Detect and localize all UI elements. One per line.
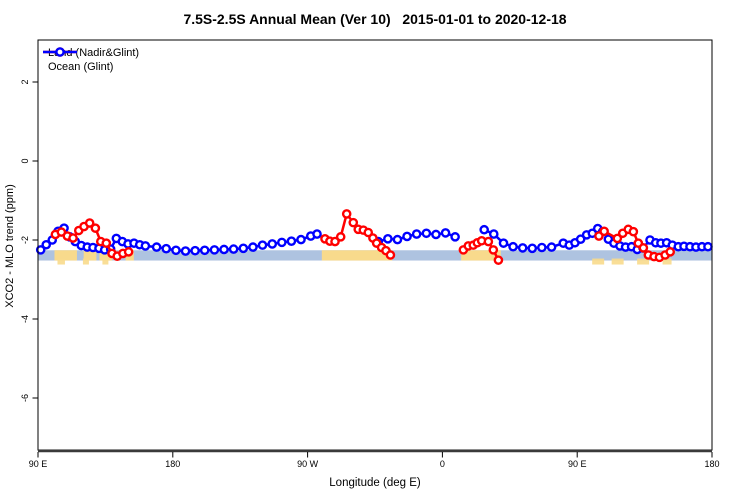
- island-speck: [637, 258, 650, 265]
- ocean-point: [257, 240, 268, 250]
- ocean-point: [537, 242, 547, 253]
- x-tick-label: 90 W: [297, 459, 319, 469]
- ocean-point: [296, 234, 306, 245]
- ocean-point: [277, 237, 287, 248]
- x-axis-label: Longitude (deg E): [329, 477, 421, 489]
- land-strip-segment: [54, 250, 77, 261]
- legend-row-ocean: Ocean (Glint): [41, 47, 139, 74]
- ocean-point: [498, 238, 509, 248]
- ocean-legend-marker-icon: [43, 47, 77, 57]
- ocean-point: [517, 243, 528, 253]
- ocean-point: [140, 241, 151, 251]
- y-tick-label: -6: [20, 394, 30, 402]
- ocean-point: [161, 243, 172, 254]
- y-tick-label: -4: [20, 315, 30, 323]
- island-speck: [611, 258, 624, 265]
- ocean-point: [41, 239, 52, 250]
- land-point: [330, 236, 340, 247]
- island-speck: [662, 258, 672, 265]
- land-point: [638, 243, 649, 253]
- ocean-point: [411, 229, 422, 239]
- x-tick-label: 90 E: [568, 459, 587, 469]
- land-point: [488, 245, 499, 255]
- ocean-point: [238, 243, 249, 254]
- ocean-point: [488, 229, 499, 239]
- island-speck: [57, 258, 65, 265]
- y-tick-label: -2: [20, 236, 30, 244]
- ocean-point: [267, 239, 278, 249]
- ocean-point: [171, 245, 181, 256]
- land-strip-segment: [83, 250, 97, 261]
- land-point: [341, 209, 352, 219]
- ocean-point: [392, 234, 403, 245]
- ocean-point: [431, 229, 441, 240]
- land-point: [628, 226, 639, 237]
- land-point: [90, 223, 101, 233]
- land-point: [335, 232, 346, 242]
- ocean-point: [402, 231, 412, 242]
- ocean-point: [383, 234, 393, 244]
- ocean-point: [440, 228, 451, 238]
- x-tick-label: 180: [704, 459, 719, 469]
- land-point: [612, 233, 623, 244]
- ocean-point: [286, 236, 297, 246]
- island-speck: [592, 258, 605, 265]
- ocean-point: [479, 224, 489, 235]
- land-point: [599, 226, 609, 237]
- ocean-point: [35, 245, 46, 255]
- land-point: [385, 250, 396, 260]
- ocean-point: [199, 245, 210, 256]
- ocean-point: [228, 244, 239, 254]
- land-point: [84, 218, 95, 228]
- ocean-point: [180, 246, 191, 256]
- ocean-point: [151, 242, 162, 252]
- ocean-point: [248, 242, 258, 252]
- y-axis-label: XCO2 - MLO trend (ppm): [4, 184, 16, 308]
- ocean-point: [546, 242, 557, 252]
- ocean-point: [219, 244, 229, 255]
- ocean-point: [312, 229, 322, 239]
- land-strip-segment: [321, 250, 393, 261]
- ocean-point: [527, 243, 538, 254]
- land-point: [101, 238, 112, 248]
- land-strip-segment: [461, 250, 501, 261]
- land-point: [123, 247, 134, 257]
- ocean-point: [209, 245, 220, 255]
- legend-label-land: Land (Nadir&Glint): [48, 47, 140, 59]
- x-tick-label: 90 E: [29, 459, 48, 469]
- ocean-point: [421, 228, 432, 239]
- land-strip-segment: [99, 250, 113, 261]
- legend-label-ocean: Ocean (Glint): [48, 61, 114, 73]
- ocean-point: [190, 245, 200, 256]
- legend: Land (Nadir&Glint) Ocean (Glint): [41, 46, 139, 74]
- land-point: [483, 236, 494, 247]
- y-tick-label: 2: [20, 79, 30, 84]
- x-tick-label: 180: [165, 459, 180, 469]
- y-tick-label: 0: [20, 158, 30, 163]
- chart-title: 7.5S-2.5S Annual Mean (Ver 10) 2015-01-0…: [183, 11, 567, 27]
- ocean-point: [575, 234, 586, 245]
- ocean-point: [508, 241, 518, 252]
- land-point: [665, 247, 676, 257]
- x-tick-label: 0: [440, 459, 445, 469]
- land-point: [68, 233, 78, 243]
- island-speck: [82, 258, 89, 265]
- island-speck: [102, 258, 109, 265]
- land-point: [348, 217, 359, 228]
- ocean-point: [450, 232, 460, 242]
- land-point: [493, 255, 504, 265]
- ocean-point: [703, 241, 713, 252]
